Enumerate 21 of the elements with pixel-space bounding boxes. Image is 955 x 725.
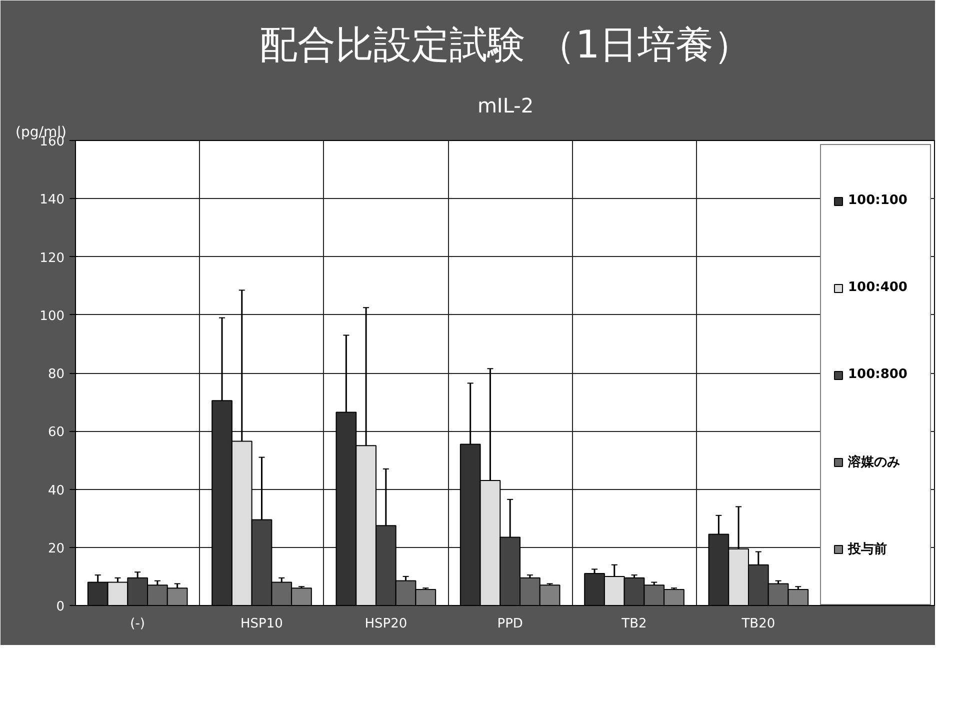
y-tick-label: 140 [40, 192, 65, 208]
x-tick-label: PPD [497, 616, 523, 632]
legend-label: 100:400 [848, 279, 908, 297]
y-tick-label: 80 [48, 367, 65, 382]
y-tick-label: 40 [48, 483, 65, 498]
chart-title: 配合比設定試験 （1日培養） [259, 22, 752, 66]
x-tick-label: TB20 [740, 616, 776, 632]
legend-label: 溶媒のみ [848, 454, 901, 472]
y-tick-label: 120 [40, 250, 65, 266]
y-tick-label: 60 [48, 425, 65, 440]
y-tick-label: 0 [56, 600, 65, 614]
chart-subtitle: mIL-2 [477, 94, 534, 118]
x-tick-label: HSP10 [240, 616, 283, 632]
y-tick-label: 20 [48, 541, 65, 556]
x-tick-label: (-) [130, 616, 146, 632]
legend-label: 100:100 [848, 192, 908, 210]
x-tick-label: HSP20 [364, 616, 408, 632]
y-tick-label: 100 [40, 308, 65, 324]
legend-label: 100:800 [848, 366, 908, 384]
legend-label: 投与前 [848, 540, 888, 558]
x-tick-label: TB2 [620, 616, 647, 632]
